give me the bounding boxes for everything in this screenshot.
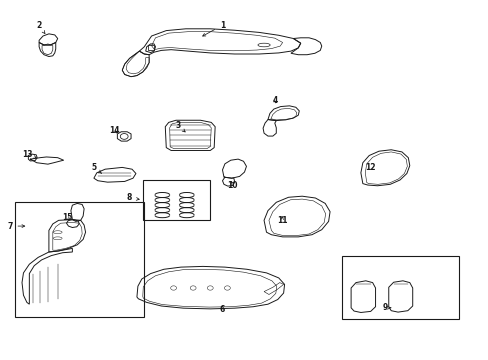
Text: 12: 12 <box>365 163 375 172</box>
Text: 8: 8 <box>127 194 139 202</box>
Text: 4: 4 <box>272 95 277 104</box>
Bar <box>342 256 458 319</box>
Text: 7: 7 <box>7 222 25 231</box>
Bar <box>142 180 210 220</box>
Text: 11: 11 <box>276 216 287 225</box>
Text: 5: 5 <box>91 163 101 173</box>
Text: 9: 9 <box>382 303 390 312</box>
Text: 14: 14 <box>108 126 119 135</box>
Text: 6: 6 <box>220 305 224 314</box>
Text: 10: 10 <box>227 180 238 189</box>
Text: 2: 2 <box>37 21 45 33</box>
Text: 3: 3 <box>176 122 185 132</box>
Text: 13: 13 <box>22 150 36 158</box>
Text: 15: 15 <box>62 213 73 222</box>
Text: 1: 1 <box>203 21 224 36</box>
Bar <box>15 202 144 317</box>
